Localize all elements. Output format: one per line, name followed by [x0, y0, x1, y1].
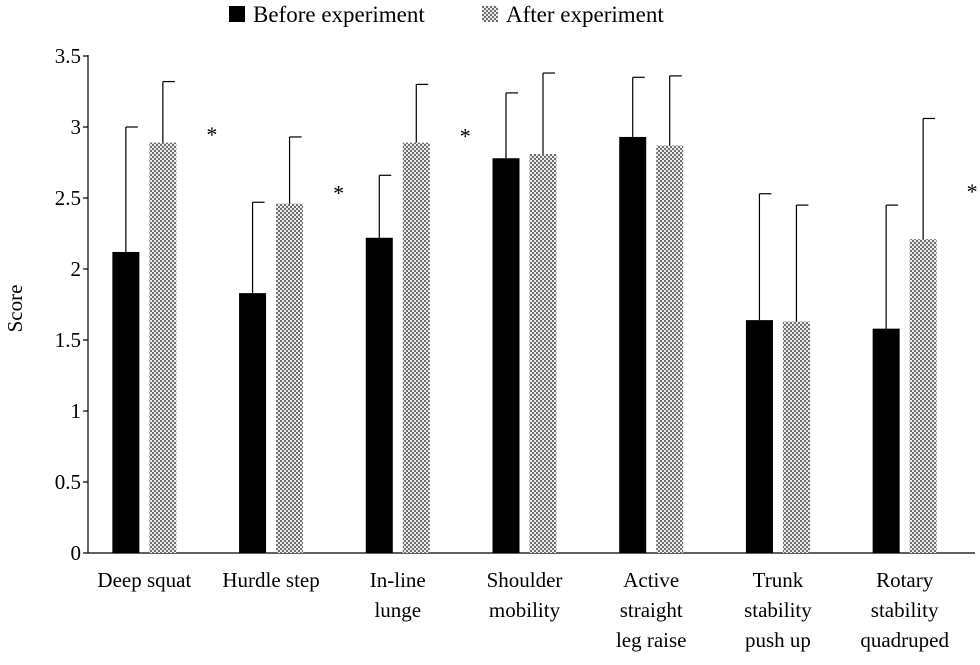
bar-before-4: [619, 136, 647, 553]
category-label-6: Rotary stability quadruped: [860, 568, 949, 652]
category-label-2: In-line lunge: [370, 568, 426, 622]
bar-after-6: [909, 239, 937, 553]
significance-mark-2: *: [460, 124, 471, 149]
bar-after-2: [402, 142, 430, 553]
category-label-line: straight: [620, 598, 683, 622]
y-axis-title: Score: [3, 285, 27, 333]
category-label-line: stability: [744, 598, 812, 622]
bar-after-0: [149, 142, 177, 553]
category-label-line: Deep squat: [97, 568, 191, 592]
y-tick-label: 3: [71, 115, 82, 139]
category-label-line: quadruped: [860, 628, 949, 652]
bar-after-5: [782, 321, 810, 553]
legend-swatch-after: [482, 6, 498, 22]
bar-before-1: [239, 293, 267, 553]
bar-before-6: [872, 328, 900, 553]
bar-before-3: [492, 158, 520, 554]
legend-swatch-before: [229, 6, 245, 22]
bars-layer: [112, 136, 937, 554]
bar-before-2: [365, 237, 393, 553]
category-label-line: stability: [871, 598, 939, 622]
category-label-line: Hurdle step: [222, 568, 319, 592]
category-label-line: push up: [745, 628, 811, 652]
bar-before-0: [112, 251, 140, 553]
y-tick-label: 1: [71, 399, 82, 423]
category-label-5: Trunk stability push up: [744, 568, 812, 652]
category-label-line: Active: [623, 568, 679, 592]
y-tick-label: 1.5: [55, 328, 81, 352]
category-label-3: Shoulder mobility: [487, 568, 563, 622]
significance-mark-6: *: [967, 179, 978, 204]
category-label-line: Trunk: [753, 568, 804, 592]
legend: Before experiment After experiment: [229, 2, 664, 27]
bar-after-4: [656, 145, 684, 553]
significance-mark-1: *: [333, 180, 344, 205]
category-label-4: Active straight leg raise: [616, 568, 687, 652]
y-tick-label: 2.5: [55, 186, 81, 210]
y-tick-label: 0: [71, 541, 82, 565]
category-label-0: Deep squat: [97, 568, 191, 592]
error-bars-layer: [125, 72, 936, 329]
legend-label-before: Before experiment: [253, 2, 425, 27]
category-label-1: Hurdle step: [222, 568, 319, 592]
bar-before-5: [745, 320, 773, 553]
category-label-line: Shoulder: [487, 568, 563, 592]
category-label-line: Rotary: [876, 568, 934, 592]
y-tick-label: 3.5: [55, 44, 81, 68]
y-tick-label: 2: [71, 257, 82, 281]
significance-mark-0: *: [206, 122, 217, 147]
y-tick-label: 0.5: [55, 470, 81, 494]
axes-layer: 0 0.5 1 1.5 2 2.5 3 3.5 Score: [3, 44, 975, 565]
bar-after-3: [529, 153, 557, 554]
category-label-line: leg raise: [616, 628, 687, 652]
category-label-line: In-line: [370, 568, 426, 592]
legend-label-after: After experiment: [506, 2, 664, 27]
labels-layer: Deep squat Hurdle step In-line lunge Shoulde…: [97, 122, 977, 652]
category-label-line: lunge: [374, 598, 421, 622]
category-label-line: mobility: [489, 598, 561, 622]
bar-after-1: [276, 203, 304, 553]
